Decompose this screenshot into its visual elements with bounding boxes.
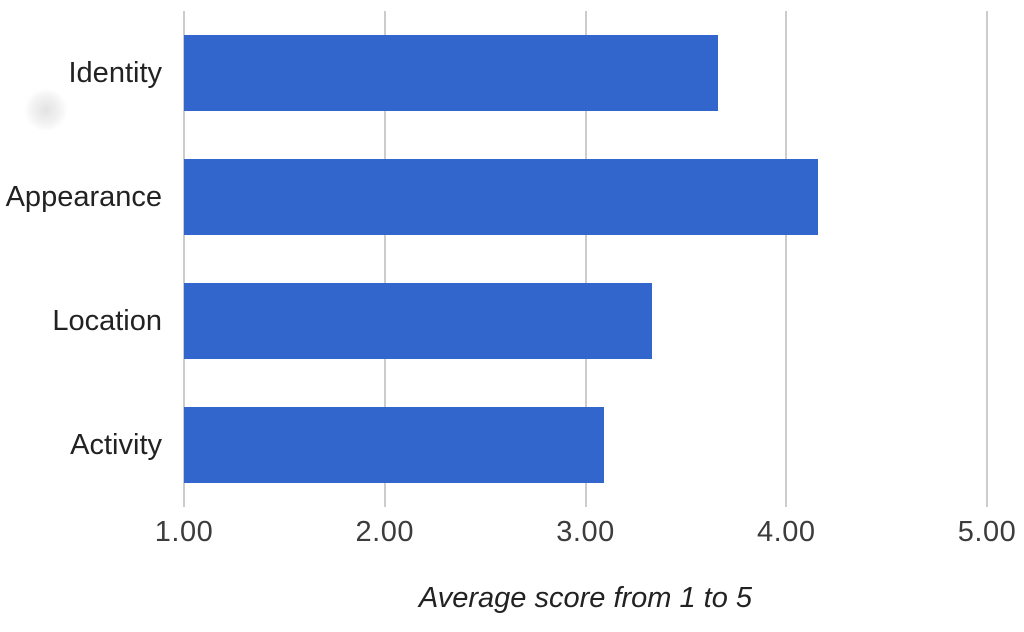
x-axis-tick-label: 2.00	[355, 516, 414, 548]
x-axis-tick	[183, 483, 185, 507]
category-label-activity: Activity	[70, 429, 162, 461]
bar-appearance	[184, 159, 819, 235]
x-axis-title: Average score from 1 to 5	[418, 582, 753, 614]
x-axis-tick	[383, 483, 386, 507]
gridline	[383, 11, 386, 483]
x-axis-tick	[986, 483, 988, 507]
bar-identity	[184, 35, 718, 111]
bar-location	[184, 283, 652, 359]
gridline	[183, 11, 185, 483]
category-label-location: Location	[52, 305, 162, 337]
x-axis-tick-label: 4.00	[757, 516, 816, 548]
smudge-artifact	[24, 89, 68, 131]
gridline	[785, 11, 788, 483]
bar-activity	[184, 407, 604, 483]
x-axis-tick	[584, 483, 587, 507]
gridline	[986, 11, 988, 483]
category-label-identity: Identity	[68, 57, 163, 89]
x-axis-tick-label: 1.00	[154, 516, 214, 548]
x-axis-tick-label: 5.00	[957, 516, 1017, 548]
gridline	[584, 11, 587, 483]
x-axis-tick-label: 3.00	[556, 516, 615, 548]
x-axis-tick	[785, 483, 788, 507]
category-label-appearance: Appearance	[5, 181, 162, 213]
plot-area	[183, 11, 988, 483]
